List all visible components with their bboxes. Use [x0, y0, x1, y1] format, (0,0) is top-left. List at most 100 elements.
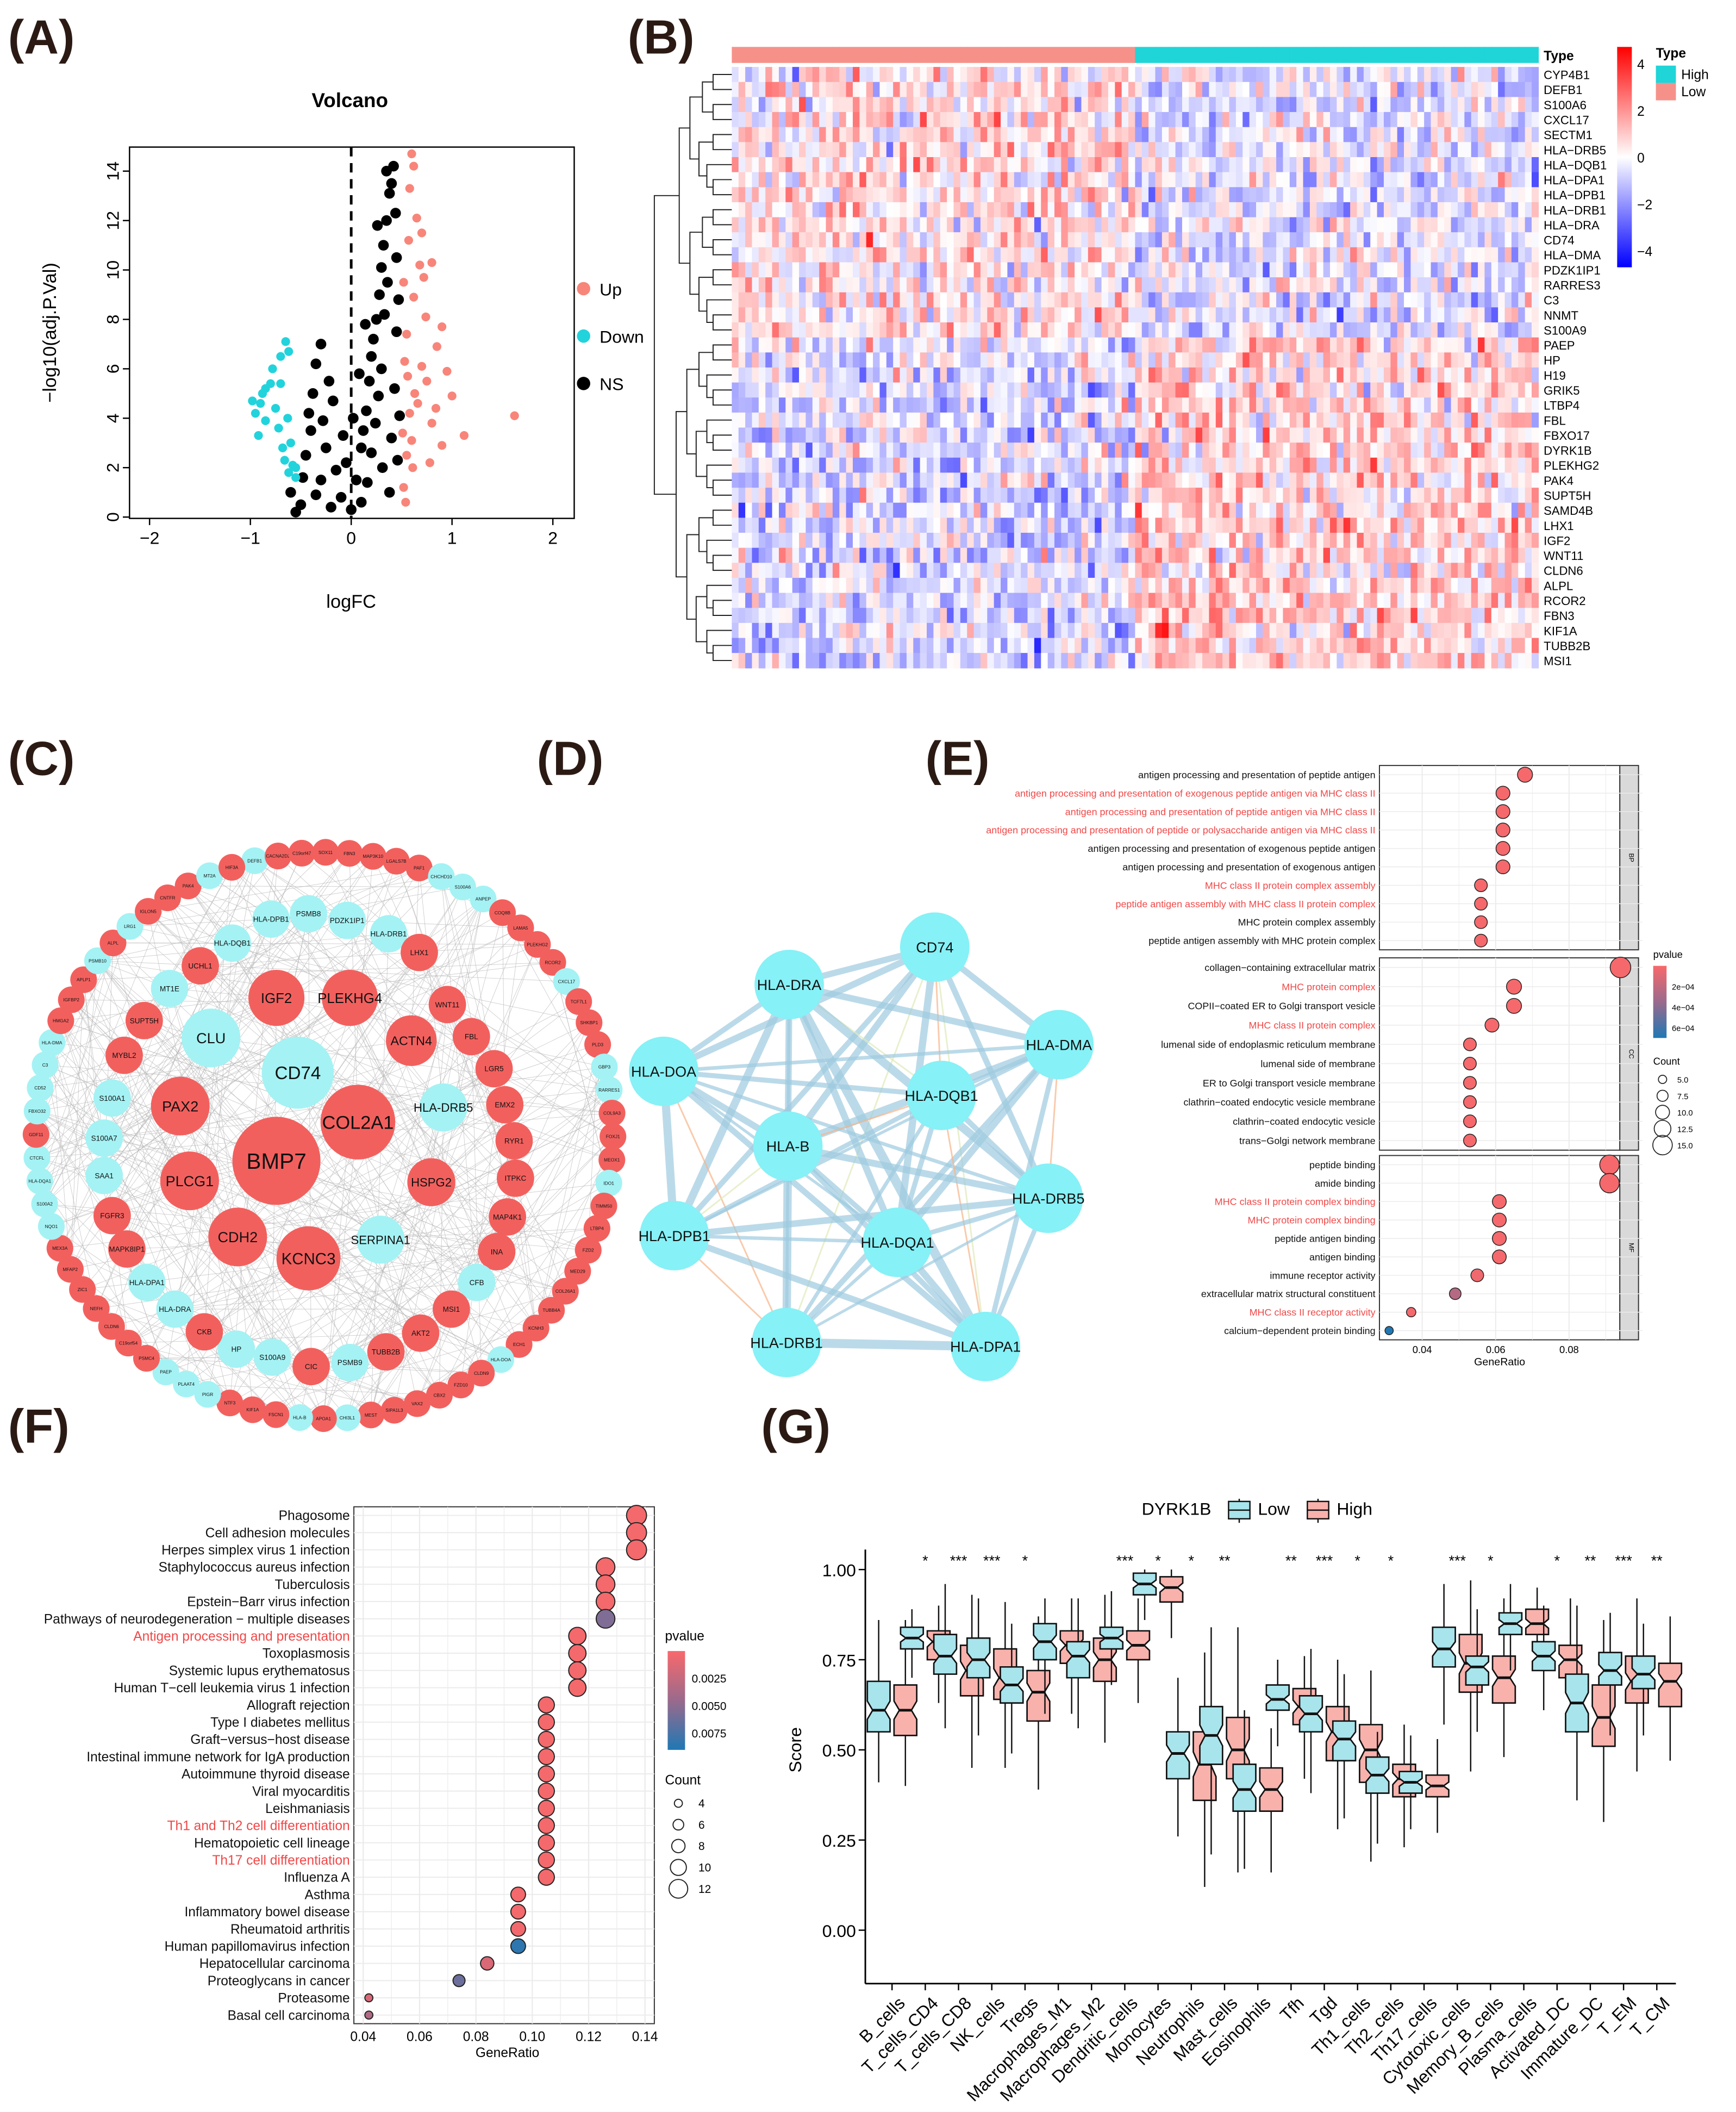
heatmap-cell [1309, 443, 1317, 458]
heatmap-cell [1498, 187, 1506, 203]
heatmap-cell [913, 577, 921, 594]
heatmap-cell [953, 142, 961, 158]
heatmap-cell [1249, 382, 1257, 398]
heatmap-cell [1075, 412, 1082, 428]
heatmap-cell [1404, 638, 1412, 653]
heatmap-cell [1337, 518, 1344, 533]
heatmap-cell [913, 67, 921, 83]
heatmap-cell [873, 563, 881, 578]
heatmap-cell [1041, 547, 1048, 564]
heatmap-cell [1135, 518, 1142, 533]
heatmap-cell [1067, 277, 1075, 293]
heatmap-cell [866, 127, 873, 143]
heatmap-cell [765, 563, 773, 578]
heatmap-cell [980, 127, 988, 143]
heatmap-cell [967, 547, 975, 564]
heatmap-cell [1337, 593, 1344, 608]
heatmap-cell [1383, 427, 1391, 443]
heatmap-cell [1437, 518, 1445, 533]
heatmap-cell [765, 412, 773, 428]
heatmap-cell [1047, 262, 1055, 278]
heatmap-cell [1283, 187, 1290, 203]
heatmap-cell [819, 622, 827, 639]
heatmap-cell [738, 157, 746, 173]
heatmap-cell [1135, 502, 1142, 519]
heatmap-cell [1162, 307, 1169, 323]
heatmap-cell [792, 352, 800, 368]
heatmap-cell [1309, 247, 1317, 263]
heatmap-cell [1067, 97, 1075, 113]
heatmap-cell [1451, 322, 1458, 338]
heatmap-cell [1075, 397, 1082, 413]
heatmap-cell [772, 457, 779, 474]
heatmap-cell [913, 622, 921, 639]
heatmap-cell [1007, 307, 1015, 323]
heatmap-cell [1001, 232, 1008, 248]
heatmap-cell [1007, 322, 1015, 338]
heatmap-cell [1504, 337, 1512, 353]
heatmap-cell [819, 157, 827, 173]
heatmap-cell [852, 457, 860, 474]
heatmap-cell [1518, 217, 1526, 233]
heatmap-cell [839, 577, 847, 594]
heatmap-cell [953, 262, 961, 278]
heatmap-cell [1061, 622, 1069, 639]
heatmap-cell [1081, 112, 1089, 128]
heatmap-cell [792, 337, 800, 353]
heatmap-cell [1256, 82, 1264, 98]
heatmap-cell [738, 518, 746, 533]
heatmap-cell [805, 127, 813, 143]
heatmap-cell [1229, 502, 1237, 519]
type-annotation-cell [738, 47, 746, 63]
heatmap-cell [765, 547, 773, 564]
data-point-up [399, 278, 408, 287]
heatmap-cell [927, 397, 934, 413]
heatmap-cell [1504, 142, 1512, 158]
heatmap-cell [1115, 518, 1122, 533]
heatmap-cell [1202, 533, 1210, 549]
heatmap-cell [987, 232, 995, 248]
heatmap-cell [1001, 187, 1008, 203]
heatmap-cell [1061, 307, 1069, 323]
heatmap-cell [1195, 457, 1203, 474]
heatmap-cell [752, 217, 759, 233]
heatmap-cell [1498, 112, 1506, 128]
heatmap-cell [933, 157, 941, 173]
heatmap-cell [1350, 472, 1358, 488]
heatmap-cell [1034, 518, 1041, 533]
heatmap-cell [1047, 412, 1055, 428]
heatmap-cell [1390, 443, 1398, 458]
heatmap-cell [792, 112, 800, 128]
heatmap-cell [1397, 638, 1404, 653]
heatmap-cell [1135, 382, 1142, 398]
heatmap-cell [1289, 187, 1297, 203]
heatmap-cell [1014, 157, 1021, 173]
heatmap-cell [1047, 202, 1055, 218]
heatmap-cell [1202, 443, 1210, 458]
heatmap-cell [1175, 502, 1183, 519]
legend-label: NS [600, 375, 623, 394]
heatmap-cell [732, 322, 739, 338]
heatmap-cell [1263, 397, 1270, 413]
heatmap-cell [973, 142, 981, 158]
heatmap-cell [1417, 457, 1425, 474]
heatmap-cell [960, 157, 967, 173]
heatmap-cell [906, 172, 914, 188]
heatmap-cell [1397, 608, 1404, 624]
gene-label: HP [1544, 354, 1560, 367]
heatmap-cell [1303, 277, 1310, 293]
heatmap-cell [947, 82, 954, 98]
heatmap-cell [758, 262, 766, 278]
heatmap-cell [1034, 533, 1041, 549]
heatmap-cell [738, 397, 746, 413]
heatmap-cell [1383, 307, 1391, 323]
heatmap-cell [1350, 142, 1358, 158]
heatmap-cell [745, 472, 753, 488]
heatmap-cell [1222, 547, 1230, 564]
heatmap-cell [812, 622, 820, 639]
heatmap-cell [826, 247, 833, 263]
heatmap-cell [1229, 277, 1237, 293]
heatmap-cell [1141, 352, 1149, 368]
heatmap-cell [1101, 472, 1109, 488]
heatmap-cell [906, 382, 914, 398]
